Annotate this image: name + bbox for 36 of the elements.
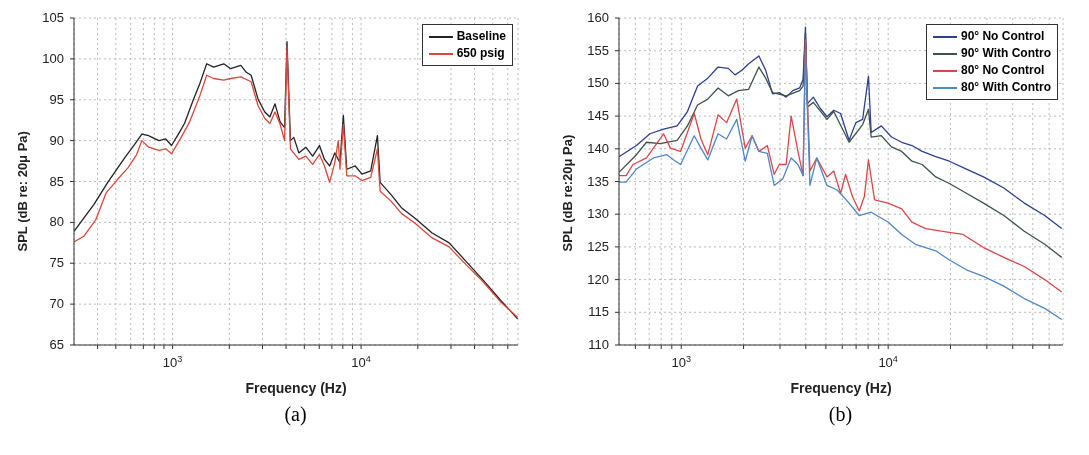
y-tick-label: 145 [587,108,609,124]
y-tick-label: 80 [49,214,64,230]
x-tick-label: 10$^{3}$ [671,354,692,370]
y-tick-label: 130 [587,206,609,222]
y-tick-label: 125 [587,238,609,254]
y-tick-label: 155 [587,42,609,58]
y-tick-label: 160 [587,10,609,25]
x-tick-label: 10$^{4}$ [351,354,371,370]
y-tick-label: 140 [587,140,609,156]
y-tick-label: 135 [587,173,609,189]
text: (a) [283,403,308,426]
text: (b) [827,403,854,426]
legend-label: Baseline [456,28,506,45]
x-tick-label: 10$^{3}$ [162,354,183,370]
y-tick-label: 120 [587,271,609,287]
x-axis-title: Frequency (Hz) [245,380,347,396]
y-tick-label: 115 [588,304,609,320]
y-tick-label: 150 [587,75,609,91]
x-axis-title: Frequency (Hz) [790,380,892,396]
legend-label: 90° No Control [960,28,1045,45]
y-tick-label: 70 [49,296,64,312]
y-tick-label: 95 [49,91,64,107]
y-tick-label: 65 [49,337,64,352]
y-axis-title: SPL (dB re:20μ Pa) [559,134,575,252]
y-tick-label: 75 [49,255,64,271]
legend-label: 80° No Control [960,62,1045,79]
y-tick-label: 100 [42,50,64,66]
y-tick-label: 85 [49,173,64,189]
y-tick-label: 90 [49,132,64,148]
y-axis-title: SPL (dB re: 20μ Pa) [14,131,30,252]
legend-label: 80° With Contro [960,79,1051,96]
x-tick-label: 10$^{4}$ [878,354,898,370]
legend-label: 90° With Contro [960,45,1051,62]
y-tick-label: 105 [42,10,64,25]
y-tick-label: 110 [588,337,609,352]
legend-label: 650 psig [456,45,505,62]
